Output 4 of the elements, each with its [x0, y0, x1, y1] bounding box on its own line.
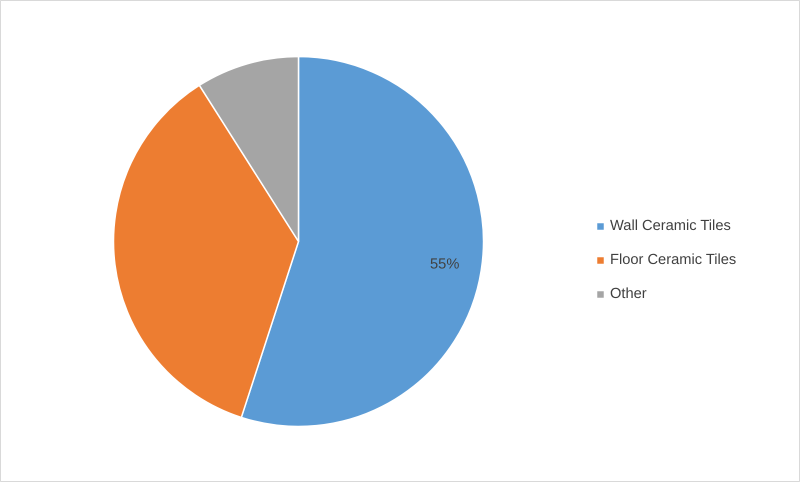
legend-label: Floor Ceramic Tiles [610, 252, 736, 268]
legend-label: Wall Ceramic Tiles [610, 218, 731, 234]
data-label: 55% [430, 256, 460, 273]
legend-label: Other [610, 286, 647, 302]
